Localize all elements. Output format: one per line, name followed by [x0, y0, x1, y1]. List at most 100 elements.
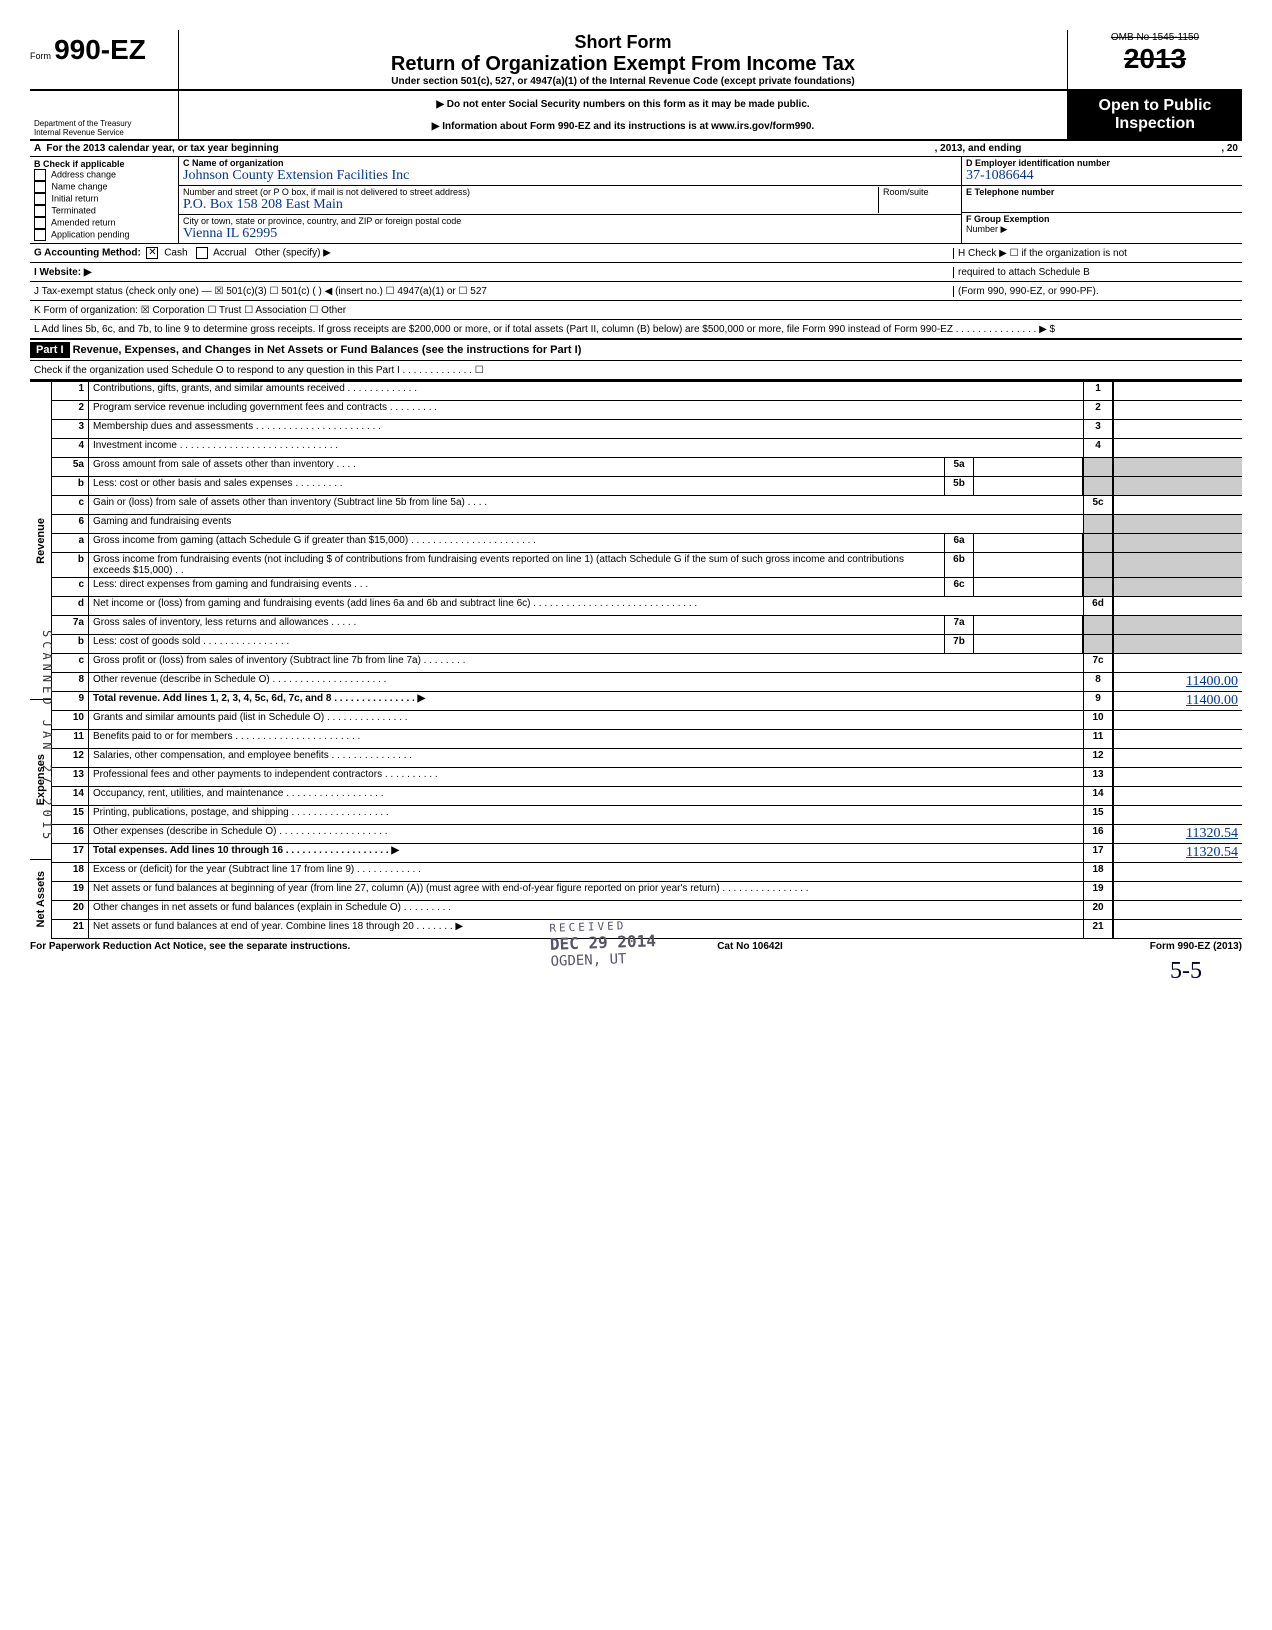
city-val: Vienna IL 62995: [183, 226, 957, 242]
part1-title: Revenue, Expenses, and Changes in Net As…: [73, 344, 582, 356]
line-val[interactable]: [1113, 920, 1242, 938]
line-num: c: [52, 496, 89, 514]
checkbox[interactable]: [34, 193, 46, 205]
line-19: 19Net assets or fund balances at beginni…: [52, 882, 1242, 901]
line-val[interactable]: [1113, 439, 1242, 457]
row-a: A For the 2013 calendar year, or tax yea…: [30, 141, 1242, 157]
line-val[interactable]: [1113, 420, 1242, 438]
identity-section: B Check if applicable Address change Nam…: [30, 157, 1242, 244]
checkbox[interactable]: [34, 217, 46, 229]
line-desc: Gross sales of inventory, less returns a…: [89, 616, 944, 634]
line-val[interactable]: [1113, 730, 1242, 748]
mid-val[interactable]: [973, 458, 1083, 476]
form-page: SCANNED JAN 27 2015 Form 990-EZ Short Fo…: [30, 30, 1242, 989]
mid-val[interactable]: [973, 635, 1083, 653]
line-num: 10: [52, 711, 89, 729]
accrual-checkbox[interactable]: [196, 247, 208, 259]
line-desc: Net income or (loss) from gaming and fun…: [89, 597, 1083, 615]
line-desc: Total revenue. Add lines 1, 2, 3, 4, 5c,…: [89, 692, 1083, 710]
mid-val[interactable]: [973, 578, 1083, 596]
col-de: D Employer identification number 37-1086…: [962, 157, 1242, 243]
line-desc: Other changes in net assets or fund bala…: [89, 901, 1083, 919]
line-val[interactable]: 11400.00: [1113, 692, 1242, 710]
line-val[interactable]: [1113, 901, 1242, 919]
line-val[interactable]: [1113, 401, 1242, 419]
mid-box: 5a: [944, 458, 973, 476]
line-num: 1: [52, 382, 89, 400]
line-num: d: [52, 597, 89, 615]
line-num: c: [52, 654, 89, 672]
form-number: 990-EZ: [54, 34, 146, 65]
mid-val[interactable]: [973, 553, 1083, 577]
checkbox[interactable]: [34, 229, 46, 241]
g-cash: Cash: [164, 248, 187, 259]
f-row: F Group Exemption Number ▶: [962, 213, 1242, 236]
line-desc: Less: direct expenses from gaming and fu…: [89, 578, 944, 596]
line-val[interactable]: [1113, 787, 1242, 805]
f-hdr2: Number ▶: [966, 224, 1007, 234]
line-box: 13: [1083, 768, 1113, 786]
signature: 5-5: [30, 954, 1242, 989]
line-num: 7a: [52, 616, 89, 634]
form-number-cell: Form 990-EZ: [30, 30, 179, 89]
line-11: 11Benefits paid to or for members . . . …: [52, 730, 1242, 749]
line-val[interactable]: [1113, 597, 1242, 615]
line-val[interactable]: [1113, 882, 1242, 900]
line-box: 15: [1083, 806, 1113, 824]
line-val[interactable]: 11320.54: [1113, 844, 1242, 862]
l-text: L Add lines 5b, 6c, and 7b, to line 9 to…: [34, 324, 1055, 335]
title-main: Return of Organization Exempt From Incom…: [185, 53, 1061, 76]
col-b: B Check if applicable Address change Nam…: [30, 157, 179, 243]
k-text: K Form of organization: ☒ Corporation ☐ …: [34, 305, 346, 316]
line-num: 17: [52, 844, 89, 862]
line-val[interactable]: [1113, 654, 1242, 672]
shade-box: [1083, 534, 1113, 552]
line-val[interactable]: 11320.54: [1113, 825, 1242, 843]
mid-val[interactable]: [973, 616, 1083, 634]
dept-line2: Internal Revenue Service: [34, 128, 174, 137]
b-item: Initial return: [34, 193, 174, 205]
line-box: 16: [1083, 825, 1113, 843]
line-desc: Gross income from fundraising events (no…: [89, 553, 944, 577]
line-14: 14Occupancy, rent, utilities, and mainte…: [52, 787, 1242, 806]
line-desc: Gross profit or (loss) from sales of inv…: [89, 654, 1083, 672]
org-name: Johnson County Extension Facilities Inc: [183, 168, 957, 184]
instr-web: ▶ Information about Form 990-EZ and its …: [185, 121, 1061, 132]
line-val[interactable]: [1113, 806, 1242, 824]
g-other: Other (specify) ▶: [255, 248, 331, 259]
line-box: 7c: [1083, 654, 1113, 672]
mid-val[interactable]: [973, 534, 1083, 552]
mid-box: 6a: [944, 534, 973, 552]
mid-val[interactable]: [973, 477, 1083, 495]
line-val[interactable]: [1113, 863, 1242, 881]
line-val[interactable]: [1113, 749, 1242, 767]
line-18: 18Excess or (deficit) for the year (Subt…: [52, 863, 1242, 882]
line-13: 13Professional fees and other payments t…: [52, 768, 1242, 787]
line-val[interactable]: [1113, 382, 1242, 400]
line-desc: Gaming and fundraising events: [89, 515, 1083, 533]
h-line3: (Form 990, 990-EZ, or 990-PF).: [953, 286, 1238, 297]
checkbox[interactable]: [34, 205, 46, 217]
line-num: a: [52, 534, 89, 552]
street-val: P.O. Box 158 208 East Main: [183, 197, 878, 213]
line-val[interactable]: [1113, 768, 1242, 786]
line-d: dNet income or (loss) from gaming and fu…: [52, 597, 1242, 616]
line-val[interactable]: [1113, 496, 1242, 514]
line-box: 21: [1083, 920, 1113, 938]
mid-box: 7b: [944, 635, 973, 653]
line-num: 9: [52, 692, 89, 710]
line-num: b: [52, 477, 89, 495]
room-lbl: Room/suite: [878, 187, 957, 213]
cash-checkbox[interactable]: ✕: [146, 247, 158, 259]
shade-box: [1083, 477, 1113, 495]
line-val[interactable]: [1113, 711, 1242, 729]
checkbox[interactable]: [34, 169, 46, 181]
line-box: 14: [1083, 787, 1113, 805]
line-desc: Contributions, gifts, grants, and simila…: [89, 382, 1083, 400]
line-desc: Gain or (loss) from sale of assets other…: [89, 496, 1083, 514]
netassets-label: Net Assets: [33, 869, 49, 929]
checkbox[interactable]: [34, 181, 46, 193]
line-box: 2: [1083, 401, 1113, 419]
line-val[interactable]: 11400.00: [1113, 673, 1242, 691]
mid-box: 7a: [944, 616, 973, 634]
